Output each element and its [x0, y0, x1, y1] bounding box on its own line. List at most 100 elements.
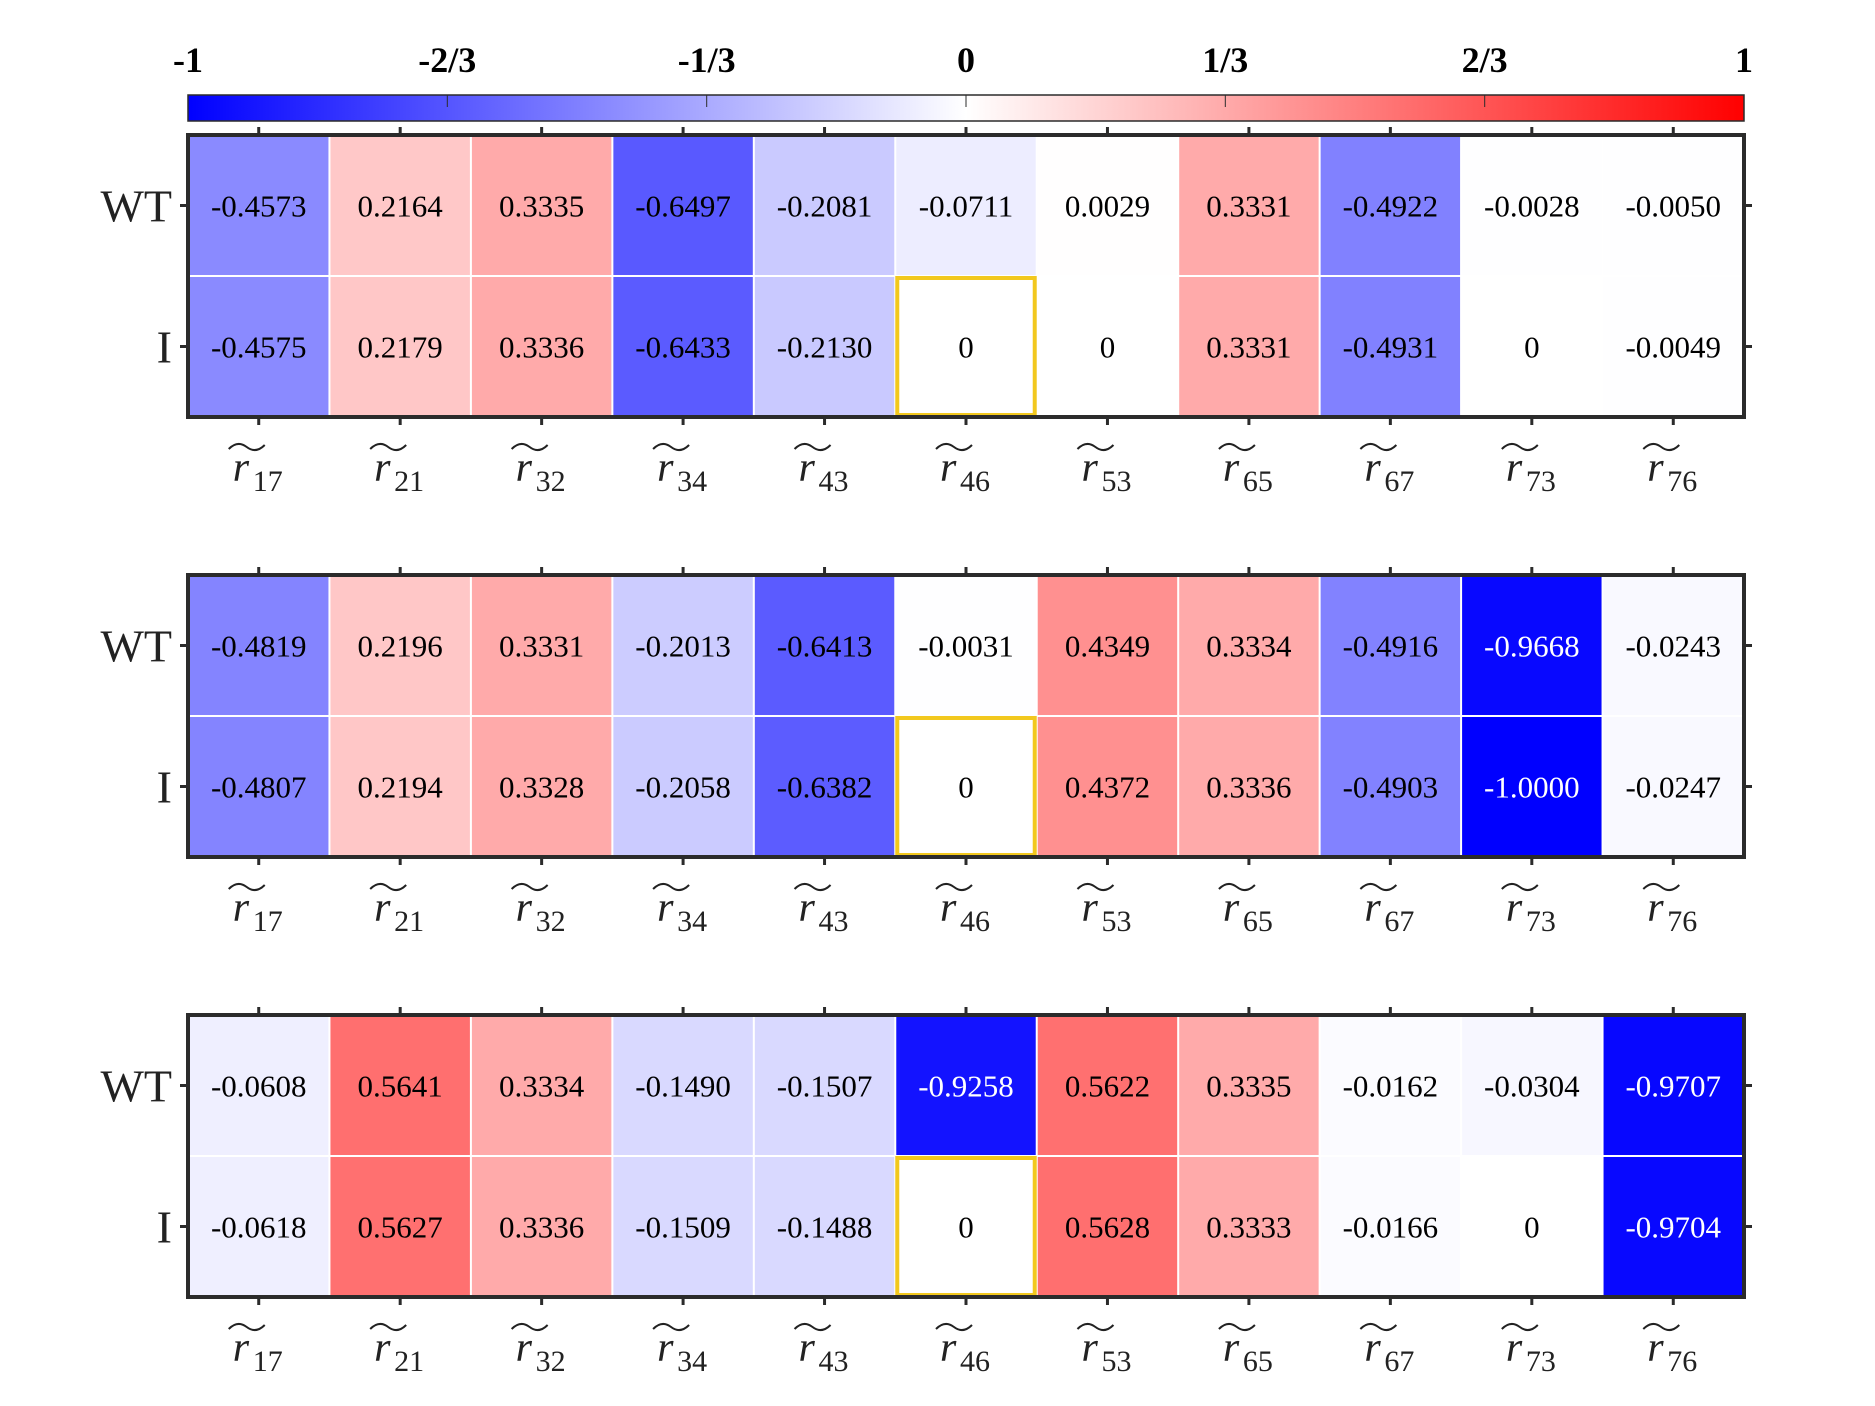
cell-value-label: 0: [958, 330, 974, 365]
column-label-subscript: 21: [394, 465, 424, 498]
column-label: r 34: [652, 1323, 707, 1378]
heatmap-cell: [753, 575, 896, 716]
colorbar-tick-label: 1: [1735, 40, 1753, 80]
tilde-accent: [1218, 1323, 1256, 1331]
column-label-symbol: r: [516, 1325, 533, 1371]
heatmap-cell: [1036, 1015, 1179, 1156]
column-label-subscript: 65: [1243, 465, 1273, 498]
tilde-accent: [228, 443, 266, 451]
cell-value-label: -0.4819: [211, 629, 307, 664]
tilde-accent: [652, 1323, 690, 1331]
colorbar-tick-label: -1: [173, 40, 203, 80]
tilde-accent: [1076, 883, 1115, 891]
colorbar-tick-label: -2/3: [418, 40, 476, 80]
cell-value-label: 0.3336: [499, 330, 584, 365]
tilde-accent: [1642, 1323, 1680, 1331]
column-label-symbol: r: [1506, 445, 1523, 491]
heatmap-cell: [1178, 276, 1320, 417]
heatmap-cell: [1602, 575, 1744, 716]
column-label-symbol: r: [940, 445, 957, 491]
heatmap-cell: [188, 716, 330, 857]
column-label: r 43: [793, 883, 849, 938]
colorbar: -1 -2/3 -1/3 0 1/3 2/3 1: [173, 40, 1753, 122]
column-label-symbol: r: [1506, 1325, 1523, 1371]
heatmap-cell: [1036, 1156, 1179, 1297]
heatmap-cell: [612, 1015, 754, 1156]
tilde-accent: [510, 883, 549, 891]
tilde-accent: [1359, 1323, 1398, 1331]
cell-value-label: -0.4931: [1343, 330, 1439, 365]
heatmap-cell: [612, 135, 754, 276]
cell-value-label: 0: [1524, 1210, 1540, 1245]
cell-value-label: -0.9707: [1625, 1069, 1721, 1104]
colorbar-tick-label: 1/3: [1202, 40, 1248, 80]
tilde-accent: [369, 883, 407, 891]
cell-value-label: -0.9668: [1484, 629, 1580, 664]
column-label: r 34: [652, 443, 707, 498]
column-label: r 21: [369, 883, 424, 938]
heatmap-cell: [470, 135, 613, 276]
column-label-symbol: r: [1081, 445, 1098, 491]
heatmap-cell: [470, 575, 613, 716]
column-label-subscript: 43: [819, 905, 849, 938]
heatmap-cell: [470, 1156, 613, 1297]
cell-value-label: 0.3331: [1206, 330, 1291, 365]
heatmap-cell: [188, 135, 330, 276]
cell-value-label: 0.3335: [499, 189, 584, 224]
column-label-symbol: r: [1223, 885, 1240, 931]
cell-value-label: 0.3335: [1206, 1069, 1291, 1104]
cell-value-label: 0.2194: [358, 770, 444, 805]
tilde-accent: [935, 1323, 973, 1331]
column-label-subscript: 76: [1667, 465, 1697, 498]
cell-value-label: -0.6382: [777, 770, 873, 805]
heatmap-cell: [612, 276, 754, 417]
cell-value-label: -0.0031: [918, 629, 1014, 664]
heatmap-cell: [1602, 1156, 1744, 1297]
cell-value-label: -1.0000: [1484, 770, 1580, 805]
column-label: r 46: [935, 1323, 990, 1378]
column-label-subscript: 76: [1667, 905, 1697, 938]
cell-value-label: 0.3333: [1206, 1210, 1291, 1245]
column-label-subscript: 46: [960, 1345, 990, 1378]
column-label: r 73: [1501, 443, 1556, 498]
column-label-symbol: r: [1647, 885, 1664, 931]
column-label-symbol: r: [1081, 1325, 1098, 1371]
column-label: r 17: [228, 1323, 283, 1378]
heatmap-cell: [612, 575, 754, 716]
column-label-subscript: 17: [253, 905, 283, 938]
column-label-symbol: r: [233, 885, 250, 931]
colorbar-tick-label: 0: [957, 40, 975, 80]
heatmap-cell: [753, 1015, 896, 1156]
heatmap-panel-2: -0.4819 0.2196 0.3331 -0.2013 -0.6413 -0.0031…: [100, 567, 1752, 938]
cell-value-label: -0.4575: [211, 330, 307, 365]
column-label: r 65: [1218, 1323, 1273, 1378]
cell-value-label: -0.0243: [1625, 629, 1721, 664]
column-label-symbol: r: [1223, 1325, 1240, 1371]
column-label-symbol: r: [799, 1325, 816, 1371]
tilde-accent: [1642, 883, 1680, 891]
cell-value-label: 0: [1100, 330, 1116, 365]
column-label-subscript: 65: [1243, 1345, 1273, 1378]
column-label-subscript: 67: [1384, 465, 1414, 498]
column-label: r 76: [1642, 443, 1697, 498]
column-label-subscript: 32: [536, 465, 566, 498]
tilde-accent: [935, 883, 973, 891]
column-label-symbol: r: [233, 1325, 250, 1371]
tilde-accent: [652, 883, 690, 891]
heatmap-cell: [895, 575, 1037, 716]
column-label: r 43: [793, 443, 849, 498]
column-label: r 73: [1501, 883, 1556, 938]
heatmap-cell: [1461, 135, 1603, 276]
column-label-subscript: 76: [1667, 1345, 1697, 1378]
cell-value-label: -0.2013: [635, 629, 731, 664]
heatmap-cell: [1319, 135, 1462, 276]
heatmap-cell: [1461, 276, 1603, 417]
cell-value-label: 0.5622: [1065, 1069, 1150, 1104]
heatmap-cell: [329, 575, 471, 716]
cell-value-label: 0.5641: [358, 1069, 443, 1104]
column-label-symbol: r: [1223, 445, 1240, 491]
cell-value-label: -0.0304: [1484, 1069, 1580, 1104]
column-label-symbol: r: [374, 885, 391, 931]
column-label: r 32: [510, 1323, 566, 1378]
